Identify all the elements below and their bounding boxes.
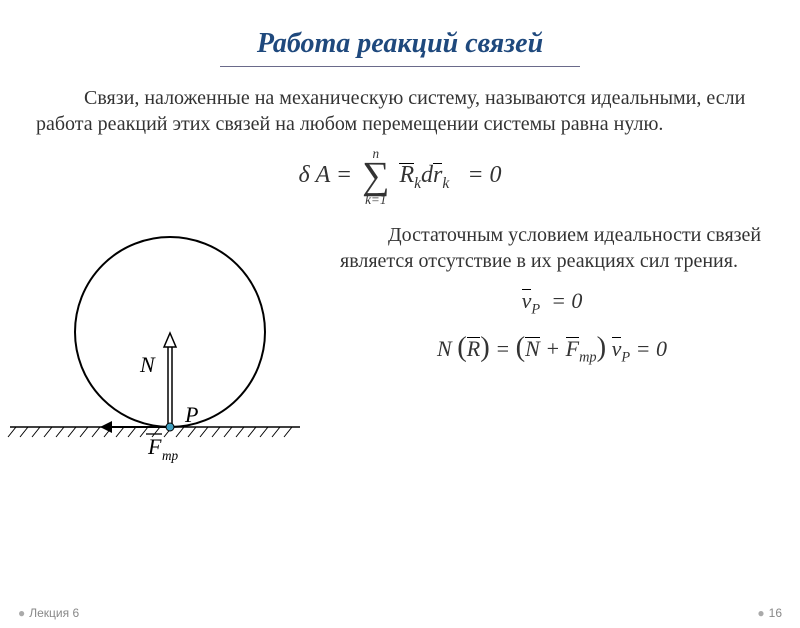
- footer: ●Лекция 6 ●16: [0, 606, 800, 620]
- formula-vp-zero: vP = 0: [340, 288, 764, 318]
- svg-text:P: P: [184, 402, 198, 427]
- paragraph-condition: Достаточным условием идеальности связей …: [340, 222, 764, 274]
- formula-block: vP = 0 N (R) = (N + Fтр) vP = 0: [340, 288, 764, 367]
- rolling-circle-diagram: N PFтр: [0, 222, 320, 472]
- footer-right: ●16: [757, 606, 782, 620]
- paragraph-definition: Связи, наложенные на механическую систем…: [36, 85, 764, 137]
- formula-sum-work: δ A = n ∑ k=1 Rkdrk = 0: [0, 147, 800, 206]
- svg-text:F: F: [147, 434, 162, 459]
- svg-text:тр: тр: [162, 448, 179, 463]
- text-column: Достаточным условием идеальности связей …: [340, 222, 800, 477]
- svg-text:N: N: [139, 352, 156, 377]
- summation: n ∑ k=1: [362, 147, 389, 206]
- footer-left: ●Лекция 6: [18, 606, 79, 620]
- diagram-column: N PFтр: [0, 222, 340, 477]
- content-row: N PFтр Достаточным условием идеальности с…: [0, 222, 800, 477]
- delta-a: δ A: [298, 162, 329, 188]
- equals: =: [336, 162, 358, 188]
- equals-zero: = 0: [455, 162, 501, 188]
- r-bar: r: [433, 163, 442, 187]
- page-title: Работа реакций связей: [220, 28, 580, 67]
- R-bar: R: [399, 163, 414, 187]
- formula-N-R: N (R) = (N + Fтр) vP = 0: [340, 332, 764, 366]
